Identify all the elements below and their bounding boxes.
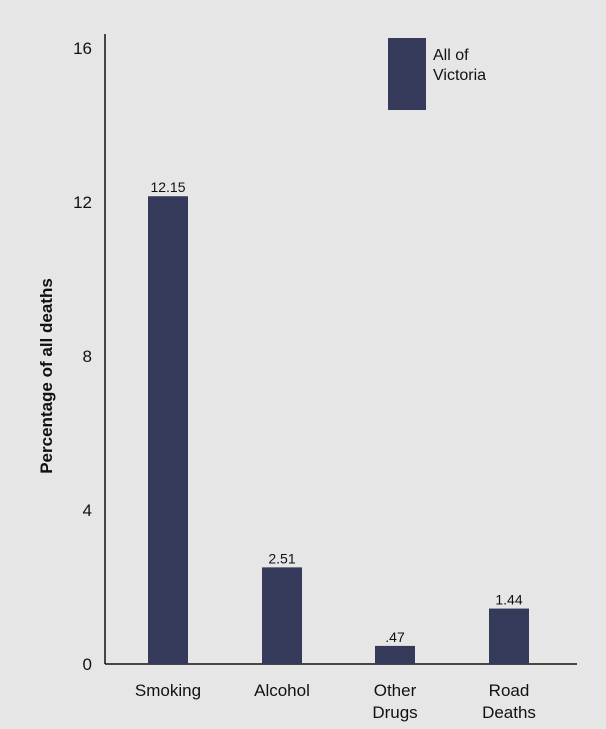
bar-value-label: .47: [385, 629, 405, 645]
bar-value-label: 12.15: [150, 179, 185, 195]
x-tick-labels: Smoking Alcohol Other Drugs Road Deaths: [135, 681, 536, 722]
bar: [148, 196, 188, 664]
y-axis-label: Percentage of all deaths: [37, 278, 56, 474]
y-tick-label: 12: [73, 193, 92, 212]
bar-value-label: 1.44: [495, 592, 522, 608]
y-tick-label: 0: [83, 655, 92, 674]
bar-value-label: 2.51: [268, 550, 295, 566]
legend: All of Victoria: [388, 38, 486, 110]
x-tick-label: Other Drugs: [372, 681, 417, 722]
bar-value-labels: 12.15 2.51 .47 1.44: [150, 179, 522, 645]
bar: [489, 608, 529, 664]
x-tick-label: Alcohol: [254, 681, 310, 700]
bars: [148, 196, 529, 664]
x-tick-label: Road Deaths: [482, 681, 536, 722]
y-axis-label-group: Percentage of all deaths: [37, 278, 56, 474]
y-tick-label: 4: [83, 501, 92, 520]
y-tick-label: 8: [83, 347, 92, 366]
legend-label: All of Victoria: [433, 47, 486, 84]
bar: [375, 645, 415, 664]
bar: [262, 567, 302, 664]
x-tick-label: Smoking: [135, 681, 201, 700]
legend-swatch: [388, 38, 426, 110]
y-tick-label: 16: [73, 39, 92, 58]
y-tick-labels: 0 4 8 12 16: [73, 39, 92, 674]
